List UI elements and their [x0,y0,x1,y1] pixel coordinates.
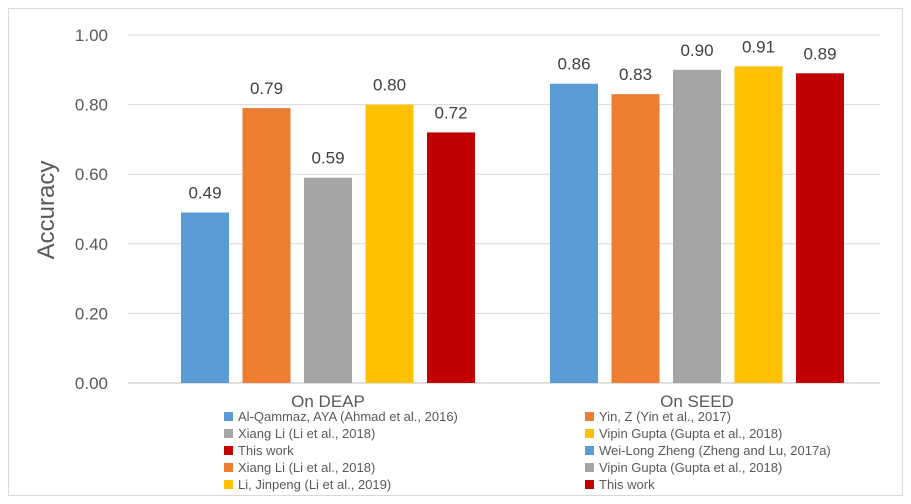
y-tick-label: 0.80 [75,96,108,115]
data-label: 0.72 [434,103,467,122]
legend-swatch [224,412,233,421]
y-tick-label: 0.00 [75,374,108,393]
bar [673,69,721,384]
legend-swatch [224,446,233,455]
legend-label: Al-Qammaz, AYA (Ahmad et al., 2016) [238,409,458,424]
data-label: 0.59 [311,149,344,168]
legend-label: Xiang Li (Li et al., 2018) [238,426,375,441]
data-label: 0.80 [373,76,406,95]
bar [242,108,291,383]
y-axis-label: Accuracy [33,161,60,260]
x-axis-categories: On DEAP On SEED [291,392,734,411]
legend-label: Vipin Gupta (Gupta et al., 2018) [599,426,782,441]
bar [427,132,475,383]
chart-frame [8,8,903,496]
y-tick-label: 0.20 [75,304,108,323]
legend-swatch [224,429,233,438]
legend-label: Wei-Long Zheng (Zheng and Lu, 2017a) [599,443,831,458]
legend-label: Li, Jinpeng (Li et al., 2019) [238,477,391,492]
data-label: 0.90 [680,41,713,60]
x-category-label: On DEAP [291,392,365,411]
legend-label: This work [599,477,655,492]
bar [734,66,783,383]
legend-swatch [585,463,594,472]
y-tick-label: 0.40 [75,235,108,254]
legend-swatch [585,429,594,438]
data-label: 0.79 [250,79,283,98]
bar [550,83,598,383]
bar [611,94,660,383]
legend-swatch [585,480,594,489]
bar [365,104,414,383]
legend-label: Vipin Gupta (Gupta et al., 2018) [599,460,782,475]
data-label: 0.83 [619,65,652,84]
legend-swatch [224,480,233,489]
legend-label: Yin, Z (Yin et al., 2017) [599,409,731,424]
legend-swatch [585,446,594,455]
bar [796,73,844,383]
data-label: 0.89 [803,44,836,63]
legend-label: This work [238,443,294,458]
legend-label: Xiang Li (Li et al., 2018) [238,460,375,475]
data-label: 0.86 [557,55,590,74]
bar [304,177,352,383]
bar [181,212,229,383]
legend: Al-Qammaz, AYA (Ahmad et al., 2016) Yin, … [224,409,831,492]
legend-swatch [585,412,594,421]
x-category-label: On SEED [660,392,734,411]
data-label: 0.49 [188,183,221,202]
data-label: 0.91 [742,37,775,56]
y-tick-label: 1.00 [75,26,108,45]
data-labels: 0.49 0.79 0.59 0.80 0.72 0.86 0.83 0.90 0.91 0.89 [188,37,836,202]
bars [181,66,844,384]
y-tick-label: 0.60 [75,165,108,184]
y-axis-ticks: 0.00 0.20 0.40 0.60 0.80 1.00 [75,26,108,393]
legend-swatch [224,463,233,472]
